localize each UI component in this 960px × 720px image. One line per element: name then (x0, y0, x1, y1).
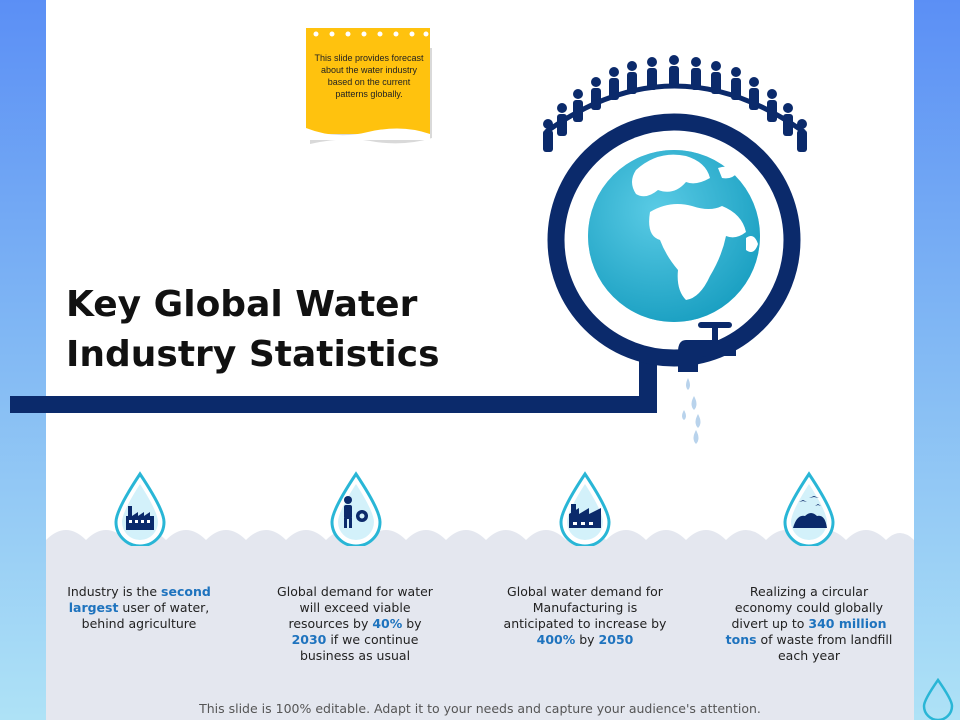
title-line-1: Key Global Water (66, 284, 418, 325)
people-icon (543, 55, 807, 152)
footer-note: This slide is 100% editable. Adapt it to… (199, 701, 761, 716)
faucet-icon (678, 322, 736, 372)
slide-canvas: This slide provides forecast about the w… (46, 0, 914, 720)
globe-icon (588, 150, 760, 322)
stat-global-demand-text: Global demand for water will exceed viab… (277, 584, 433, 663)
pipe-left-extension (10, 396, 50, 413)
manufacturing-plant-icon (559, 471, 611, 546)
person-gear-icon (330, 471, 382, 546)
page-title: Key Global Water Industry Statistics (66, 280, 546, 380)
factory-icon (114, 471, 166, 546)
water-drops-icon (682, 378, 701, 444)
sticky-note: This slide provides forecast about the w… (306, 28, 432, 144)
stat-circular-economy-text: Realizing a circular economy could globa… (725, 584, 893, 663)
corner-drop-icon (922, 678, 954, 720)
wave-divider (46, 530, 914, 560)
stat-manufacturing-text: Global water demand for Manufacturing is… (503, 584, 667, 647)
bottom-band (46, 540, 914, 720)
landfill-birds-icon (783, 471, 835, 546)
pipe-globe-graphic (46, 55, 807, 444)
sticky-note-text: This slide provides forecast about the w… (314, 53, 424, 99)
ring-pipe (547, 113, 801, 367)
stat-industry-text: Industry is the second largest user of w… (67, 584, 211, 631)
title-line-2: Industry Statistics (66, 334, 440, 375)
